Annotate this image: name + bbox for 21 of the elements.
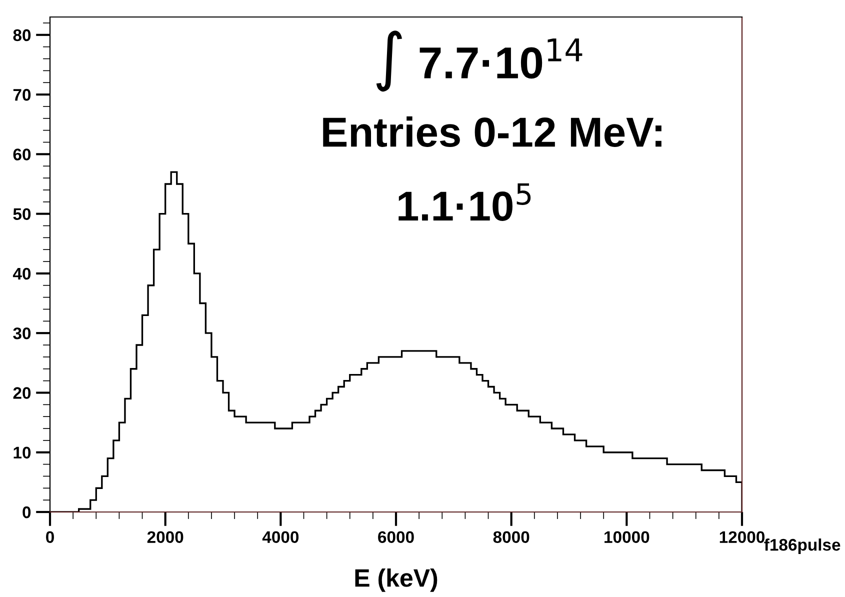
x-tick-label: 10000 [604,531,650,543]
y-tick-label: 80 [13,29,31,42]
y-tick-label: 50 [13,208,31,220]
x-axis-title: E (keV) [355,568,438,592]
y-tick-label: 40 [12,268,31,280]
text: f186pulse [764,538,840,554]
y-tick-label: 20 [13,387,31,399]
x-tick-label: 2000 [147,531,184,543]
y-tick-label: 30 [13,327,31,340]
annotation: 1.1·10$^{5}$ [398,183,531,221]
x-tick-label: 0 [46,531,54,543]
x-tick-label: 6000 [378,531,414,543]
x-tick-label: 12000 [720,531,764,543]
x-tick-label: 4000 [262,531,299,543]
annotation: ∫ 7.7·10$^{14}$ [376,30,582,92]
annotation: Entries 0-12 MeV: [323,116,662,147]
y-tick-label: 10 [14,446,31,459]
y-tick-label: 70 [13,88,31,101]
x-tick-label: 8000 [493,531,530,543]
y-tick-label: 0 [22,506,31,518]
y-tick-label: 60 [13,148,31,160]
